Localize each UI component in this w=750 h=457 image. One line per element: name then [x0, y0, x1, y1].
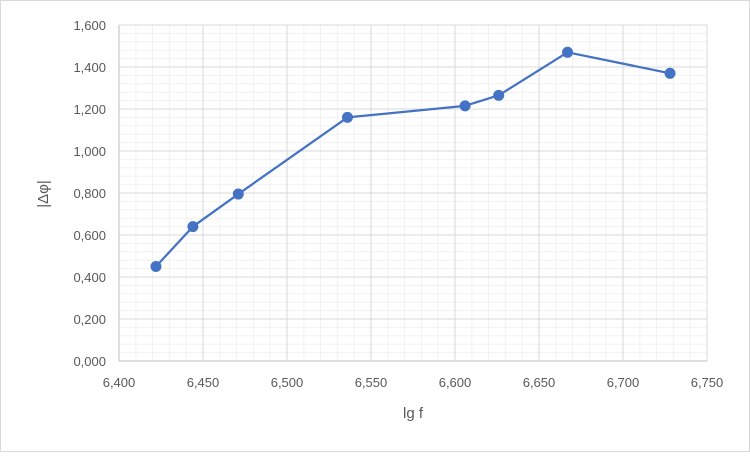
x-axis-title: lg f: [403, 405, 424, 422]
data-point: [459, 100, 471, 112]
y-axis-title: |Δφ|: [35, 180, 52, 208]
x-tick-label: 6,700: [607, 375, 640, 390]
series-line: [154, 51, 672, 268]
y-tick-label: 0,800: [73, 186, 106, 201]
x-tick-labels: 6,400 6,450 6,500 6,550 6,600 6,650 6,700 6,750: [103, 375, 724, 390]
y-tick-label: 1,400: [73, 60, 106, 75]
data-point: [664, 67, 676, 79]
axes: [118, 25, 707, 362]
data-point: [187, 221, 199, 233]
x-tick-label: 6,600: [439, 375, 472, 390]
data-point: [341, 111, 353, 123]
x-tick-label: 6,750: [691, 375, 724, 390]
y-tick-label: 0,600: [73, 228, 106, 243]
data-point: [493, 89, 505, 101]
data-series: [150, 46, 676, 272]
y-tick-label: 1,600: [73, 18, 106, 33]
y-tick-label: 1,200: [73, 102, 106, 117]
major-gridlines: [119, 24, 708, 361]
x-tick-label: 6,550: [355, 375, 388, 390]
y-tick-labels: 0,000 0,200 0,400 0,600 0,800 1,000 1,200 1,400…: [73, 18, 106, 369]
y-tick-label: 0,200: [73, 312, 106, 327]
y-tick-label: 1,000: [73, 144, 106, 159]
y-tick-label: 0,400: [73, 270, 106, 285]
x-tick-label: 6,450: [187, 375, 220, 390]
x-tick-label: 6,400: [103, 375, 136, 390]
x-tick-label: 6,500: [271, 375, 304, 390]
data-point: [562, 46, 574, 58]
data-point: [150, 261, 162, 272]
x-tick-label: 6,650: [523, 375, 556, 390]
data-point: [232, 188, 244, 200]
y-tick-label: 0,000: [73, 354, 106, 369]
